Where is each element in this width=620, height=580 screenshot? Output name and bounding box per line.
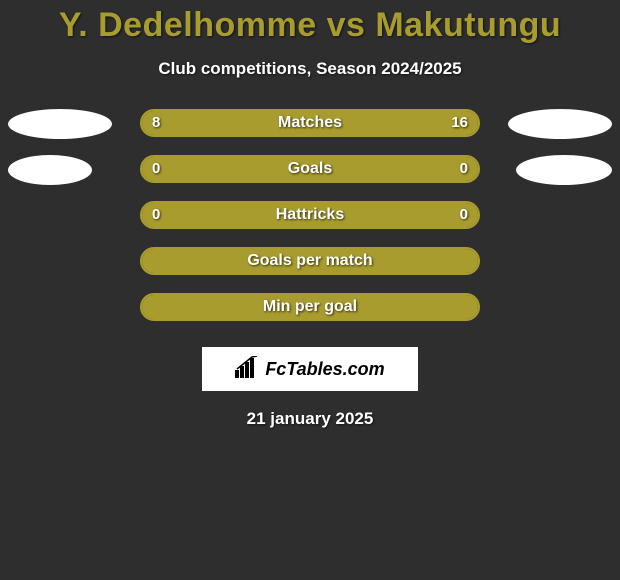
player-left-badge: [8, 109, 112, 139]
comparison-widget: Y. Dedelhomme vs Makutungu Club competit…: [0, 0, 620, 429]
stat-label: Hattricks: [142, 203, 478, 227]
stat-row: Min per goal: [0, 293, 620, 339]
stat-bar: 816Matches: [140, 109, 480, 137]
stat-rows: 816Matches 00Goals 00Hattricks Goals per ma…: [0, 109, 620, 339]
player-left-badge: [8, 155, 92, 185]
date: 21 january 2025: [0, 409, 620, 429]
stat-bar: Min per goal: [140, 293, 480, 321]
bars-icon: [235, 356, 261, 383]
stat-label: Goals: [142, 157, 478, 181]
stat-row: Goals per match: [0, 247, 620, 293]
stat-bar: 00Hattricks: [140, 201, 480, 229]
stat-row: 816Matches: [0, 109, 620, 155]
stat-label: Min per goal: [142, 295, 478, 319]
stat-row: 00Hattricks: [0, 201, 620, 247]
logo-text: FcTables.com: [265, 359, 384, 380]
player-right-badge: [508, 109, 612, 139]
page-title: Y. Dedelhomme vs Makutungu: [0, 6, 620, 45]
player-right-badge: [516, 155, 612, 185]
stat-label: Matches: [142, 111, 478, 135]
stat-label: Goals per match: [142, 249, 478, 273]
stat-bar: Goals per match: [140, 247, 480, 275]
subtitle: Club competitions, Season 2024/2025: [0, 59, 620, 79]
source-logo: FcTables.com: [202, 347, 418, 391]
stat-bar: 00Goals: [140, 155, 480, 183]
stat-row: 00Goals: [0, 155, 620, 201]
